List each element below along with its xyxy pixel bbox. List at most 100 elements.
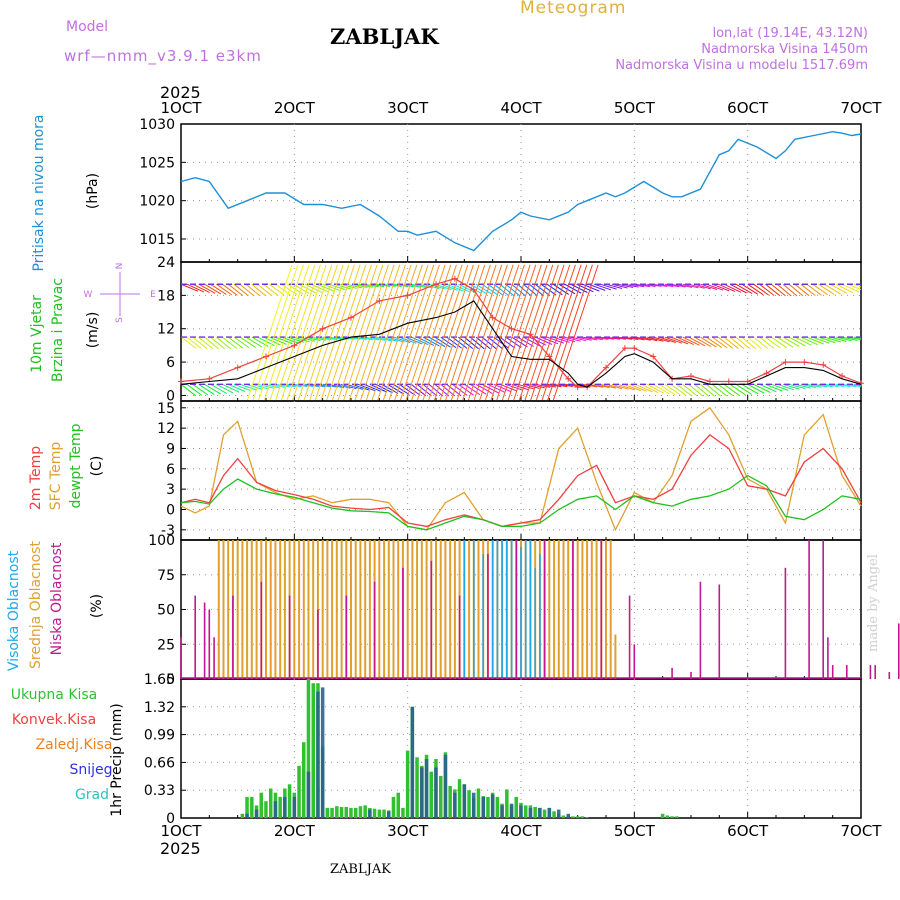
wind-barb bbox=[216, 283, 233, 296]
wind-barb bbox=[493, 336, 509, 349]
wind-barb bbox=[717, 383, 734, 396]
y-tick-label: 18 bbox=[157, 288, 175, 304]
x-tick-top: 4OCT bbox=[501, 99, 543, 117]
wind-barb bbox=[729, 336, 745, 350]
wind-barb bbox=[481, 283, 498, 296]
precip-snow-bar bbox=[519, 805, 523, 818]
wind-barb bbox=[700, 336, 717, 348]
wind-barb bbox=[239, 336, 256, 348]
wind-barb bbox=[227, 336, 244, 349]
wind-barb bbox=[245, 336, 263, 348]
wind-barb bbox=[309, 264, 355, 400]
wind-barb bbox=[263, 264, 310, 400]
wind-barb bbox=[611, 383, 629, 390]
wind-barb bbox=[535, 264, 582, 400]
wind-barb bbox=[505, 383, 523, 391]
wind-barb bbox=[599, 383, 616, 389]
wind-gust-marker bbox=[725, 378, 732, 385]
wind-barb bbox=[377, 264, 423, 400]
precip-total-bar bbox=[476, 788, 481, 818]
wind-barb bbox=[653, 283, 668, 287]
wind-barb bbox=[541, 264, 588, 400]
precip-snow-bar bbox=[387, 811, 391, 818]
precip-total-bar bbox=[533, 807, 537, 818]
wind-barb bbox=[700, 383, 715, 397]
precip-snow-bar bbox=[538, 807, 542, 818]
wind-barb bbox=[239, 383, 257, 391]
precip-unit-label: 1hr Precip (mm) bbox=[109, 703, 125, 816]
wind-barb bbox=[456, 264, 503, 400]
wind-barb bbox=[717, 283, 736, 293]
temp-dewpt-line bbox=[180, 474, 862, 531]
meteogram-label: Meteogram bbox=[520, 0, 627, 18]
wind-barb bbox=[806, 283, 822, 296]
panel-labels: Pritisak na nivou mora (hPa) 10m Vjetar Brz… bbox=[6, 114, 156, 816]
y-tick-label: 12 bbox=[157, 322, 175, 338]
cloud-mid-label: Srednja Oblacnost bbox=[28, 541, 44, 669]
wind-barb bbox=[717, 336, 734, 349]
wind-barb bbox=[393, 336, 411, 344]
wind-barb bbox=[694, 336, 712, 347]
wind-gust-marker bbox=[706, 378, 713, 385]
wind-barb bbox=[782, 383, 800, 390]
y-tick-label: 0 bbox=[166, 388, 175, 404]
precip-total-bar bbox=[354, 807, 358, 818]
wind-barb bbox=[467, 264, 514, 400]
wind-barb bbox=[393, 283, 408, 288]
precip-snow-bar bbox=[462, 784, 467, 818]
wind-barb bbox=[233, 383, 252, 392]
wind-barb bbox=[192, 283, 210, 294]
wind-barb bbox=[186, 383, 203, 396]
wind-barb bbox=[676, 383, 692, 397]
y-tick-label: 3 bbox=[166, 482, 175, 498]
model-elevation-label: Nadmorska Visina u modelu 1517.69m bbox=[615, 58, 868, 73]
y-tick-label: 75 bbox=[157, 568, 175, 584]
precip-snow-bar bbox=[472, 792, 476, 818]
wind-gust-marker bbox=[621, 345, 628, 352]
wind-barb bbox=[428, 264, 474, 400]
wind-barb bbox=[682, 383, 698, 397]
wind-barb bbox=[469, 283, 487, 295]
wind-barb bbox=[735, 336, 751, 350]
precip-total-bar bbox=[495, 796, 500, 818]
wind-barb bbox=[375, 336, 392, 342]
wind-gust-line bbox=[180, 278, 862, 388]
wind-barb bbox=[263, 283, 279, 297]
wind-barb bbox=[694, 283, 712, 290]
wind-barb bbox=[747, 283, 764, 296]
precip-total-bar bbox=[297, 765, 301, 818]
y-tick-label: 0 bbox=[166, 672, 175, 688]
precip-total-bar bbox=[259, 792, 263, 818]
wind-barb bbox=[812, 336, 830, 344]
wind-barb bbox=[830, 283, 848, 294]
page-title: ZABLJAK bbox=[330, 24, 439, 49]
precip-total-bar bbox=[405, 750, 410, 818]
wind-barb bbox=[493, 283, 509, 296]
wind-barb bbox=[487, 336, 503, 349]
compass-e: E bbox=[150, 290, 156, 300]
wind-barb bbox=[275, 383, 291, 388]
compass-cross bbox=[100, 272, 140, 316]
wind-barb bbox=[759, 383, 777, 393]
wind-barb bbox=[422, 264, 469, 400]
y-tick-label: 1020 bbox=[139, 194, 175, 210]
y-tick-label: 0 bbox=[166, 502, 175, 518]
wind-barb bbox=[835, 283, 854, 294]
wind-barb bbox=[233, 283, 249, 297]
wind-barb bbox=[334, 283, 351, 290]
precip-snow-bar bbox=[292, 796, 297, 818]
wind-barb bbox=[511, 283, 526, 297]
wind-barb bbox=[818, 336, 836, 344]
wind-barb bbox=[410, 383, 427, 397]
precip-total-bar bbox=[415, 757, 419, 818]
wind-barb bbox=[670, 336, 689, 345]
wind-barb bbox=[387, 383, 404, 395]
y-tick-label: 50 bbox=[157, 603, 175, 619]
wind-barb bbox=[788, 336, 806, 347]
precip-total-bar bbox=[306, 679, 311, 818]
wind-barb bbox=[788, 383, 806, 389]
precip-snow-bar bbox=[283, 796, 287, 818]
wind-barb bbox=[682, 336, 700, 346]
precip-total-bar bbox=[571, 816, 575, 818]
x-tick-top: 5OCT bbox=[614, 99, 656, 117]
